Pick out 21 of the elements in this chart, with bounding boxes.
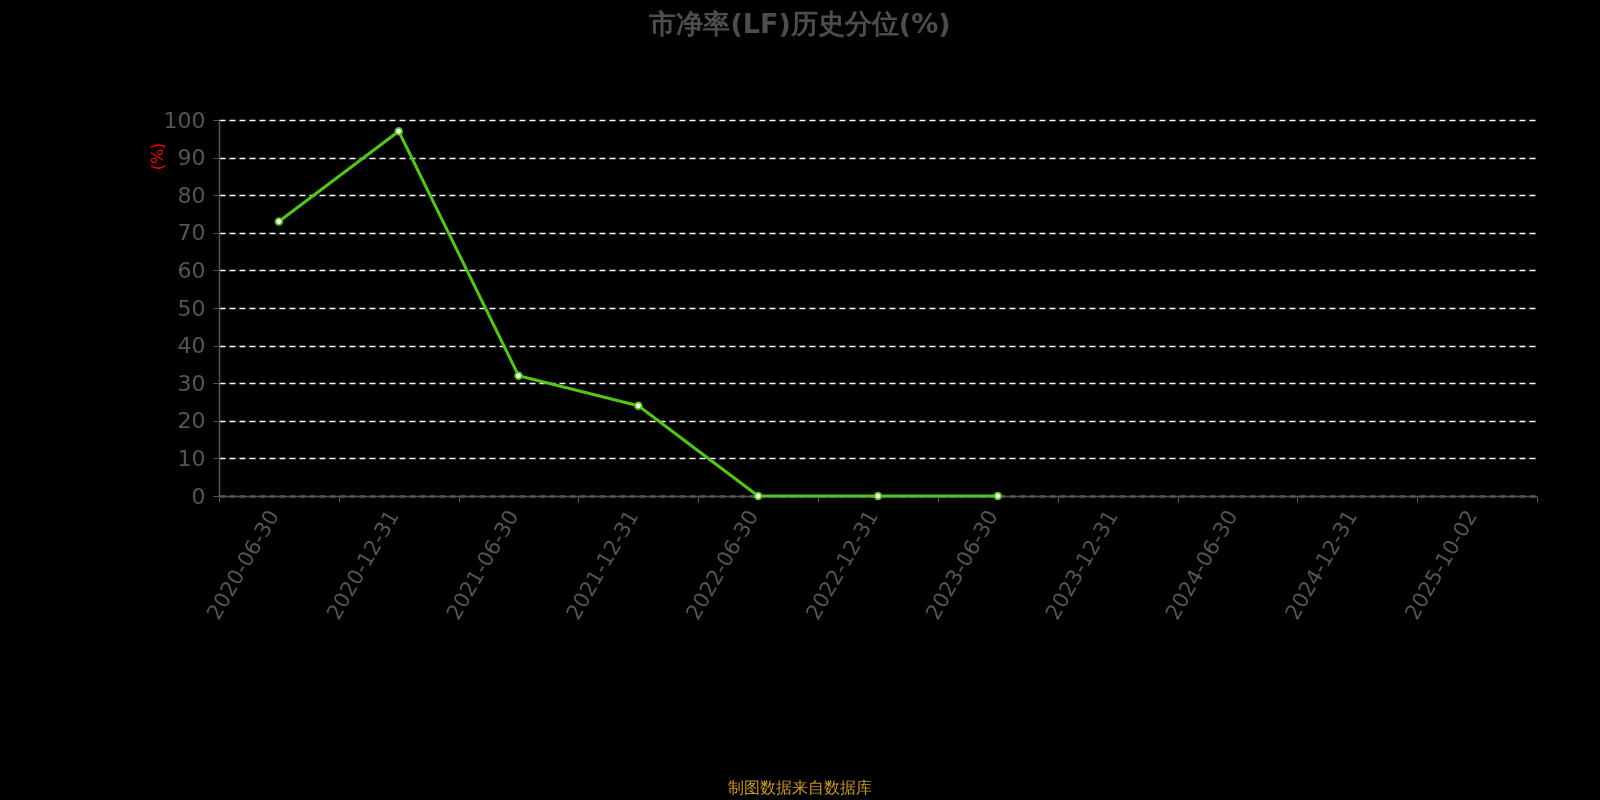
y-tick-label: 0 <box>191 483 206 509</box>
chart-title: 市净率(LF)历史分位(%) <box>648 8 951 39</box>
y-tick-label: 10 <box>177 445 206 471</box>
point <box>873 491 883 501</box>
y-tick-label: 80 <box>177 182 206 208</box>
y-tick-label: 60 <box>177 257 206 283</box>
y-tick-label: 40 <box>177 333 206 359</box>
text: 制图数据来自数据库 <box>728 778 872 797</box>
point <box>753 491 763 501</box>
y-tick-label: 90 <box>177 145 206 171</box>
y-tick-label: 50 <box>177 295 206 321</box>
y-tick-label: 100 <box>163 107 206 133</box>
y-tick-label: 70 <box>177 220 206 246</box>
point <box>993 491 1003 501</box>
y-tick-label: 30 <box>177 370 206 396</box>
point <box>634 401 643 411</box>
y-tick-label: 20 <box>177 408 206 434</box>
point <box>394 127 403 136</box>
y-axis-title: (%) <box>147 142 167 171</box>
point <box>274 217 284 226</box>
point <box>514 371 523 380</box>
